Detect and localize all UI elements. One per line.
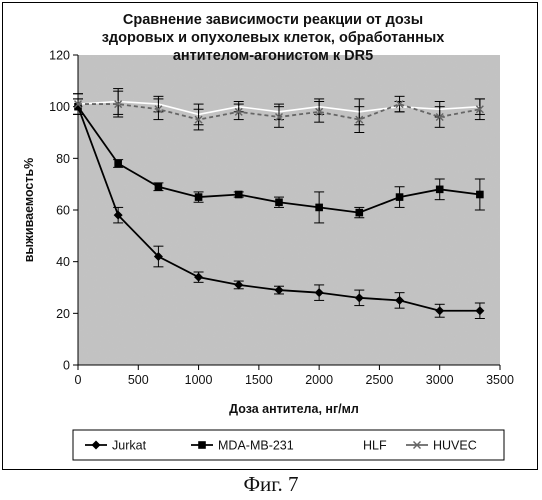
x-tick-label: 1500 xyxy=(245,373,273,387)
y-tick-label: 60 xyxy=(56,204,70,218)
y-tick-label: 40 xyxy=(56,255,70,269)
y-tick-label: 80 xyxy=(56,152,70,166)
chart-title-line: антителом-агонистом к DR5 xyxy=(173,48,373,64)
chart-title-line: Сравнение зависимости реакции от дозы xyxy=(123,12,423,28)
data-point xyxy=(235,191,243,199)
y-axis-title: выживаемость% xyxy=(22,158,36,263)
data-point xyxy=(476,191,484,199)
data-point xyxy=(195,193,203,201)
data-point xyxy=(436,186,444,194)
figure-caption: Фиг. 7 xyxy=(0,472,542,497)
x-tick-label: 3500 xyxy=(486,373,514,387)
legend-label: HLF xyxy=(363,439,387,453)
legend-label: Jurkat xyxy=(112,439,147,453)
data-point xyxy=(315,204,323,212)
x-tick-label: 0 xyxy=(75,373,82,387)
data-point xyxy=(355,209,363,217)
y-tick-label: 20 xyxy=(56,307,70,321)
chart-svg: 0 20 40 60 80 100 120 0 500 1000 1500 2000 2500 3000 3… xyxy=(3,3,539,471)
legend-label: MDA-MB-231 xyxy=(218,439,294,453)
x-tick-label: 500 xyxy=(128,373,149,387)
chart-title-line: здоровых и опухолевых клеток, обработанн… xyxy=(102,30,445,46)
y-tick-label: 100 xyxy=(49,100,70,114)
data-point xyxy=(155,183,163,191)
x-tick-label: 2500 xyxy=(366,373,394,387)
chart-frame: 0 20 40 60 80 100 120 0 500 1000 1500 2000 2500 3000 3… xyxy=(2,2,538,470)
data-point xyxy=(396,193,404,201)
x-tick-label: 2000 xyxy=(305,373,333,387)
x-axis-title: Доза антитела, нг/мл xyxy=(229,402,359,416)
data-point xyxy=(114,160,122,168)
y-tick-label: 120 xyxy=(49,49,70,63)
y-tick-label: 0 xyxy=(63,359,70,373)
legend-swatch-marker xyxy=(198,441,206,449)
legend-label: HUVEC xyxy=(433,439,477,453)
x-tick-label: 1000 xyxy=(185,373,213,387)
data-point xyxy=(275,198,283,206)
x-tick-label: 3000 xyxy=(426,373,454,387)
